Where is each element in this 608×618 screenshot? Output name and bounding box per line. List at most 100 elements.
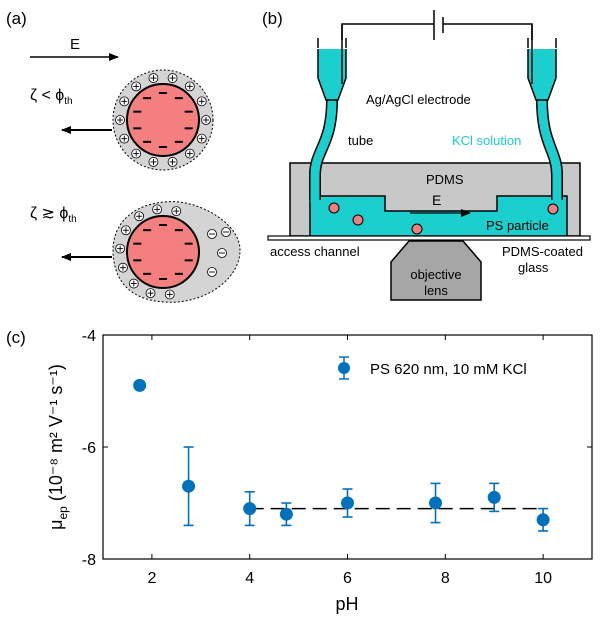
glass-label-1: PDMS-coated (502, 244, 583, 259)
surface-charge-icon (184, 242, 193, 245)
panel-c-label: (c) (6, 328, 26, 347)
data-point (133, 378, 147, 392)
y-axis-label: μep (10⁻⁸ m² V⁻¹ s⁻¹) (46, 364, 70, 530)
access-channel-label: access channel (270, 244, 360, 259)
surface-charge-icon (184, 259, 193, 262)
condition-top: ζ < ϕth (30, 87, 73, 107)
data-marker (279, 507, 293, 521)
co-ion-icon (221, 227, 231, 237)
particle-diagram-bottom (112, 201, 241, 303)
data-point (182, 446, 196, 527)
tube-label: tube (348, 133, 373, 148)
y-tick-label: -6 (82, 440, 96, 457)
y-tick-label: -4 (82, 328, 96, 345)
data-marker (536, 513, 550, 527)
data-point (279, 502, 293, 527)
counter-ions-bottom (115, 204, 182, 300)
reservoir-right (527, 24, 557, 101)
counter-ion-icon (167, 157, 178, 167)
x-tick-label: 8 (441, 570, 450, 587)
surface-charge-icon (133, 242, 142, 245)
reservoir-left (317, 24, 347, 101)
tube-right (536, 99, 563, 203)
glass-slide (267, 235, 591, 241)
counter-ion-icon (148, 73, 159, 83)
counter-ion-icon (148, 157, 159, 167)
data-marker (341, 496, 354, 510)
counter-ions-top (115, 73, 211, 167)
tube-left (309, 99, 338, 203)
counter-ion-icon (184, 148, 195, 159)
surface-charge-icon (159, 146, 167, 148)
panel-a: (a) E ζ < ϕth ζ ≳ ϕth (6, 9, 241, 303)
surface-charge-icon (174, 272, 183, 275)
surface-charge-icon (174, 229, 183, 232)
surface-charge-icon (143, 229, 152, 232)
surface-charge-icon (174, 97, 183, 100)
kcl-label: KCl solution (452, 133, 521, 148)
surface-charge-icon (159, 92, 167, 94)
ps-particle-marker (328, 202, 340, 214)
data-marker (243, 502, 257, 516)
ps-particle-marker (352, 214, 364, 226)
legend-marker (338, 362, 350, 374)
legend-label: PS 620 nm, 10 mM KCl (370, 361, 527, 378)
data-series (133, 378, 550, 532)
panel-b: (b) (262, 9, 591, 301)
counter-ion-icon (201, 115, 211, 125)
counter-ion-icon (115, 115, 125, 125)
ps-particle-label: PS particle (486, 218, 549, 233)
glass-label-2: glass (518, 260, 549, 275)
data-marker (429, 496, 443, 510)
co-ion-icon (217, 248, 227, 258)
surface-charge-icon (174, 140, 183, 143)
particle-core-top (126, 83, 200, 157)
pdms-label: PDMS (426, 172, 464, 187)
power-supply-icon (341, 10, 533, 68)
y-tick-label: -8 (82, 552, 96, 569)
co-ions-bottom (207, 227, 231, 277)
counter-ion-icon (145, 288, 156, 299)
surface-charges-top (133, 92, 193, 148)
counter-ion-icon (121, 225, 131, 236)
data-marker (182, 479, 196, 493)
field-label-b: E (432, 192, 441, 208)
counter-ion-icon (118, 262, 128, 273)
counter-ion-icon (152, 204, 163, 215)
surface-charge-icon (143, 272, 152, 275)
data-point (487, 482, 501, 513)
objective-label-2: lens (424, 283, 448, 298)
counter-ion-icon (171, 206, 182, 217)
data-point (341, 488, 354, 518)
surface-charge-icon (159, 224, 167, 226)
panel-c: (c) 2 4 6 8 10 -8 -6 -4 PS 620 nm, 10 mM KCl pH… (6, 328, 593, 614)
x-tick-label: 2 (147, 570, 156, 587)
objective-label-1: objective (410, 267, 461, 282)
x-tick-label: 10 (534, 570, 552, 587)
surface-charge-icon (184, 127, 193, 130)
counter-ion-icon (196, 133, 207, 144)
data-point (429, 482, 443, 524)
ps-particle-marker (411, 223, 423, 235)
condition-bottom: ζ ≳ ϕth (30, 205, 77, 225)
surface-charge-icon (133, 259, 142, 262)
field-label-a: E (70, 36, 80, 53)
particle-diagram-top (112, 69, 214, 171)
objective-lens (390, 240, 482, 301)
surface-charge-icon (133, 110, 142, 113)
x-tick-label: 4 (245, 570, 254, 587)
surface-charge-icon (143, 97, 152, 100)
surface-charges-bottom (133, 224, 193, 280)
legend: PS 620 nm, 10 mM KCl (338, 356, 527, 380)
counter-ion-icon (184, 81, 195, 92)
counter-ion-icon (196, 96, 207, 107)
data-point (243, 490, 257, 527)
counter-ion-icon (131, 81, 142, 92)
surface-charge-icon (143, 140, 152, 143)
x-axis-label: pH (335, 594, 358, 614)
counter-ion-icon (131, 148, 142, 159)
counter-ion-icon (128, 278, 139, 289)
axes-ticks: 2 4 6 8 10 -8 -6 -4 (82, 328, 592, 587)
x-tick-label: 6 (343, 570, 352, 587)
